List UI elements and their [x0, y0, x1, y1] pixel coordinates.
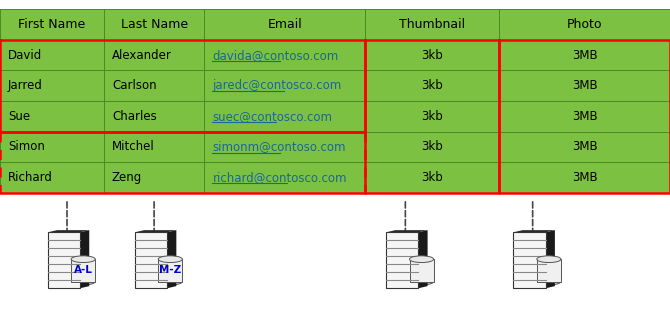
- Text: Last Name: Last Name: [121, 18, 188, 31]
- Ellipse shape: [409, 278, 433, 285]
- Bar: [158, 259, 182, 281]
- Text: suec@contosco.com: suec@contosco.com: [212, 110, 332, 123]
- Text: A-L: A-L: [74, 265, 92, 275]
- Text: 3kb: 3kb: [421, 110, 443, 123]
- Text: 3MB: 3MB: [572, 141, 598, 153]
- Text: simonm@contoso.com: simonm@contoso.com: [212, 141, 346, 153]
- Bar: [409, 259, 433, 281]
- Bar: [537, 259, 561, 281]
- Text: Carlson: Carlson: [112, 79, 157, 92]
- Text: davida@contoso.com: davida@contoso.com: [212, 49, 338, 62]
- Polygon shape: [48, 230, 89, 232]
- Text: Email: Email: [267, 18, 302, 31]
- Text: First Name: First Name: [18, 18, 86, 31]
- Text: jaredc@contosco.com: jaredc@contosco.com: [212, 79, 342, 92]
- Ellipse shape: [409, 256, 433, 262]
- Polygon shape: [167, 230, 176, 288]
- Text: Photo: Photo: [567, 18, 602, 31]
- Polygon shape: [386, 230, 427, 232]
- Bar: [135, 232, 167, 288]
- Polygon shape: [513, 230, 555, 232]
- Bar: [71, 259, 95, 281]
- Text: 3kb: 3kb: [421, 171, 443, 184]
- Ellipse shape: [537, 256, 561, 262]
- Polygon shape: [418, 230, 427, 288]
- Ellipse shape: [71, 256, 95, 262]
- Text: 3MB: 3MB: [572, 79, 598, 92]
- Text: Charles: Charles: [112, 110, 157, 123]
- Bar: [0, 9, 670, 193]
- Polygon shape: [135, 230, 176, 232]
- Text: Simon: Simon: [8, 141, 45, 153]
- Bar: [386, 232, 418, 288]
- Text: 3MB: 3MB: [572, 171, 598, 184]
- Polygon shape: [80, 230, 89, 288]
- Bar: [48, 232, 80, 288]
- Text: richard@contosco.com: richard@contosco.com: [212, 171, 347, 184]
- Text: Zeng: Zeng: [112, 171, 142, 184]
- Text: 3MB: 3MB: [572, 110, 598, 123]
- Text: 3kb: 3kb: [421, 49, 443, 62]
- Ellipse shape: [71, 278, 95, 285]
- Text: M-Z: M-Z: [159, 265, 182, 275]
- Ellipse shape: [158, 278, 182, 285]
- Bar: [513, 232, 545, 288]
- Text: Thumbnail: Thumbnail: [399, 18, 465, 31]
- Text: Mitchel: Mitchel: [112, 141, 155, 153]
- Text: Alexander: Alexander: [112, 49, 172, 62]
- Polygon shape: [545, 230, 555, 288]
- Text: Sue: Sue: [8, 110, 30, 123]
- Ellipse shape: [537, 278, 561, 285]
- Text: Richard: Richard: [8, 171, 53, 184]
- Text: 3MB: 3MB: [572, 49, 598, 62]
- Text: Jarred: Jarred: [8, 79, 43, 92]
- Text: 3kb: 3kb: [421, 141, 443, 153]
- Text: 3kb: 3kb: [421, 79, 443, 92]
- Ellipse shape: [158, 256, 182, 262]
- Text: David: David: [8, 49, 42, 62]
